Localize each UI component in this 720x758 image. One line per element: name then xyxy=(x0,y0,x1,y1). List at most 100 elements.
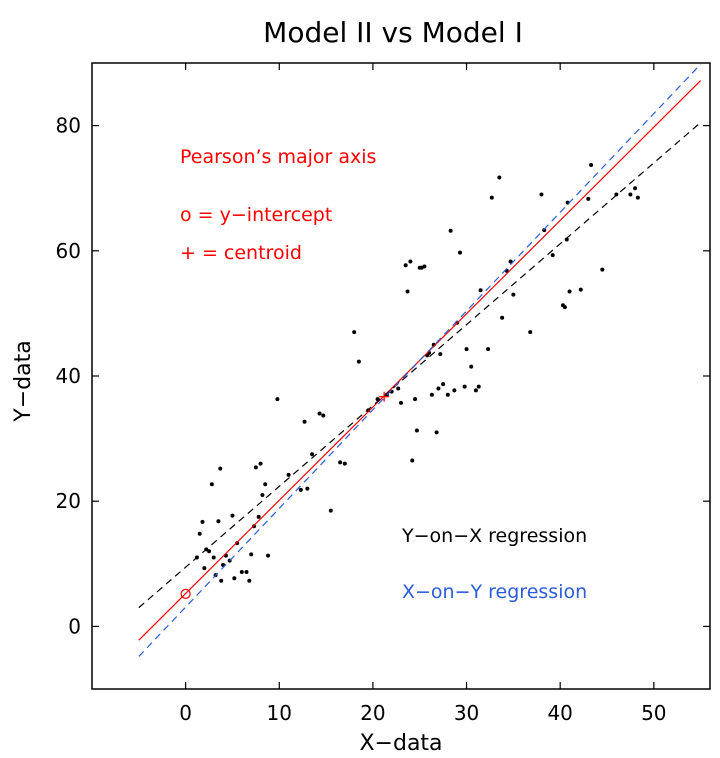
data-point xyxy=(635,195,640,200)
data-point xyxy=(452,388,457,393)
xony-regression-line xyxy=(138,63,702,657)
data-point xyxy=(489,195,494,200)
data-point xyxy=(476,384,481,389)
data-point xyxy=(352,330,357,335)
yonx-regression-line xyxy=(138,122,702,609)
data-point xyxy=(633,186,638,191)
data-point xyxy=(200,519,205,524)
data-point xyxy=(408,259,413,264)
data-point xyxy=(263,482,268,487)
data-point xyxy=(266,553,271,558)
data-point xyxy=(342,461,347,466)
data-point xyxy=(528,330,533,335)
centroid-annotation: + = centroid xyxy=(180,242,302,264)
data-point xyxy=(275,397,280,402)
centroid-marker xyxy=(379,391,390,402)
data-point xyxy=(441,382,446,387)
data-point xyxy=(497,175,502,180)
data-point xyxy=(209,482,214,487)
data-point xyxy=(436,386,441,391)
data-point xyxy=(567,289,572,294)
data-point xyxy=(464,347,469,352)
data-point xyxy=(305,486,310,491)
data-point xyxy=(589,163,594,168)
data-point xyxy=(414,428,419,433)
data-point xyxy=(310,452,315,457)
data-point xyxy=(445,392,450,397)
axis-ticks: 0 10 20 30 40 50 0 20 40 60 80 xyxy=(56,63,710,725)
data-point xyxy=(232,576,237,581)
x-tick-label: 10 xyxy=(267,701,292,725)
data-point xyxy=(578,287,583,292)
data-point xyxy=(508,259,513,264)
data-point xyxy=(356,359,361,364)
data-point xyxy=(202,566,207,571)
data-point xyxy=(550,253,555,258)
data-point xyxy=(244,569,249,574)
plot-area xyxy=(138,63,702,657)
data-point xyxy=(207,549,212,554)
x-tick-label: 30 xyxy=(454,701,479,725)
data-point xyxy=(302,419,307,424)
data-point xyxy=(211,555,216,560)
data-point xyxy=(321,413,326,418)
y-tick-label: 80 xyxy=(56,114,81,138)
data-point xyxy=(628,192,633,197)
data-point xyxy=(486,347,491,352)
data-point xyxy=(197,531,202,536)
data-point xyxy=(396,386,401,391)
data-point xyxy=(462,384,467,389)
data-point xyxy=(328,508,333,513)
xony-annotation: X−on−Y regression xyxy=(402,581,587,603)
yonx-annotation: Y−on−X regression xyxy=(401,525,587,547)
data-point xyxy=(219,578,224,583)
data-point xyxy=(338,460,343,465)
data-point xyxy=(448,228,453,233)
data-point xyxy=(253,465,258,470)
y-axis-label: Y−data xyxy=(11,340,36,422)
data-point xyxy=(410,458,415,463)
data-point xyxy=(218,466,223,471)
data-point xyxy=(286,472,291,477)
data-point xyxy=(438,352,443,357)
data-point xyxy=(457,250,462,255)
data-point xyxy=(413,397,418,402)
data-point xyxy=(542,228,547,233)
y-tick-label: 40 xyxy=(56,364,81,388)
y-tick-label: 20 xyxy=(56,489,81,513)
data-point xyxy=(434,430,439,435)
data-point xyxy=(478,288,483,293)
y-tick-label: 0 xyxy=(68,614,81,638)
x-tick-label: 20 xyxy=(360,701,385,725)
data-point xyxy=(216,519,221,524)
data-point xyxy=(586,196,591,201)
data-point xyxy=(405,289,410,294)
data-point xyxy=(600,267,605,272)
pearson-annotation: Pearson’s major axis xyxy=(180,146,376,168)
x-tick-label: 40 xyxy=(547,701,572,725)
intercept-annotation: o = y−intercept xyxy=(180,204,332,226)
data-point xyxy=(235,541,240,546)
data-point xyxy=(429,392,434,397)
data-point xyxy=(473,388,478,393)
y-tick-label: 60 xyxy=(56,239,81,263)
data-point xyxy=(469,364,474,369)
data-point xyxy=(249,552,254,557)
data-point xyxy=(511,292,516,297)
data-point xyxy=(317,411,322,416)
data-point xyxy=(230,513,235,518)
data-point xyxy=(247,578,252,583)
data-point xyxy=(422,264,427,269)
x-tick-label: 50 xyxy=(641,701,666,725)
x-axis-label: X−data xyxy=(359,731,442,756)
data-point xyxy=(539,192,544,197)
x-tick-label: 0 xyxy=(179,701,192,725)
data-point xyxy=(298,487,303,492)
chart-title: Model II vs Model I xyxy=(263,16,523,49)
data-point xyxy=(260,492,265,497)
data-point xyxy=(403,263,408,268)
y-intercept-marker xyxy=(180,588,191,599)
data-point xyxy=(562,305,567,310)
data-point xyxy=(500,315,505,320)
